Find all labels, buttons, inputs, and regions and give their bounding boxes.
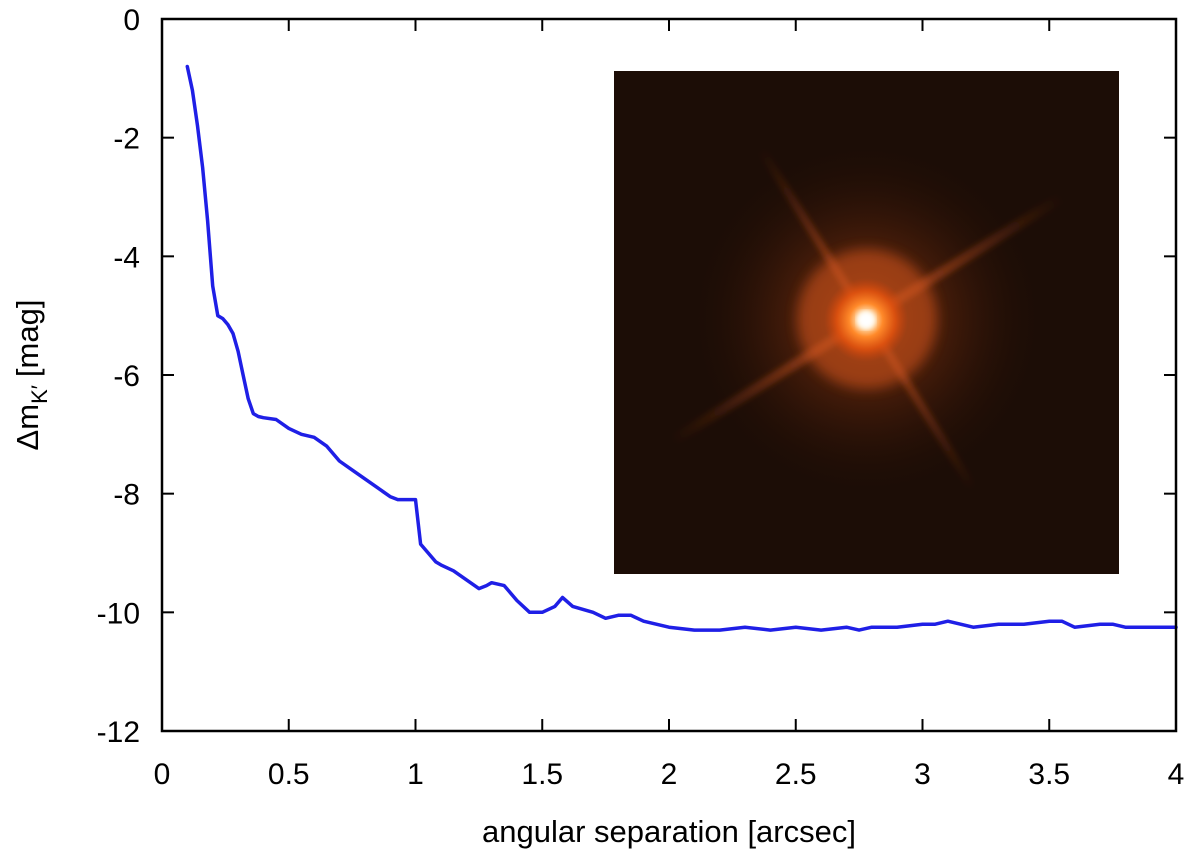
series-line-contrast <box>185 64 1178 632</box>
x-tick-label: 1 <box>407 758 424 791</box>
x-tick-label: 0 <box>154 758 171 791</box>
y-axis-title: ΔmK′ [mag] <box>10 300 52 451</box>
x-tick-label: 3.5 <box>1028 758 1070 791</box>
y-tick-label: -6 <box>113 360 140 393</box>
y-tick-label: -12 <box>97 716 140 749</box>
y-tick-label: -8 <box>113 479 140 512</box>
x-tick-label: 0.5 <box>268 758 310 791</box>
x-tick-label: 3 <box>914 758 931 791</box>
psf-inset-image <box>614 71 1119 574</box>
x-axis-title: angular separation [arcsec] <box>482 814 856 849</box>
y-tick-label: -2 <box>113 123 140 156</box>
y-axis-title-subscript: K′ <box>27 385 52 404</box>
x-tick-label: 2.5 <box>775 758 817 791</box>
x-tick-label: 1.5 <box>521 758 563 791</box>
series-layer <box>185 64 1178 632</box>
inset-core <box>857 311 875 329</box>
y-tick-label: -4 <box>113 241 140 274</box>
x-tick-label: 4 <box>1168 758 1185 791</box>
y-tick-label: -10 <box>97 597 140 630</box>
x-tick-label: 2 <box>661 758 678 791</box>
y-axis: 0 -2 -4 -6 -8 -10 -12 <box>97 4 1176 749</box>
x-axis: 0 0.5 1 1.5 2 2.5 3 3.5 4 <box>154 19 1185 791</box>
y-axis-title-main: Δm <box>10 404 45 451</box>
y-axis-title-unit: [mag] <box>10 300 45 378</box>
y-tick-label: 0 <box>123 4 140 37</box>
